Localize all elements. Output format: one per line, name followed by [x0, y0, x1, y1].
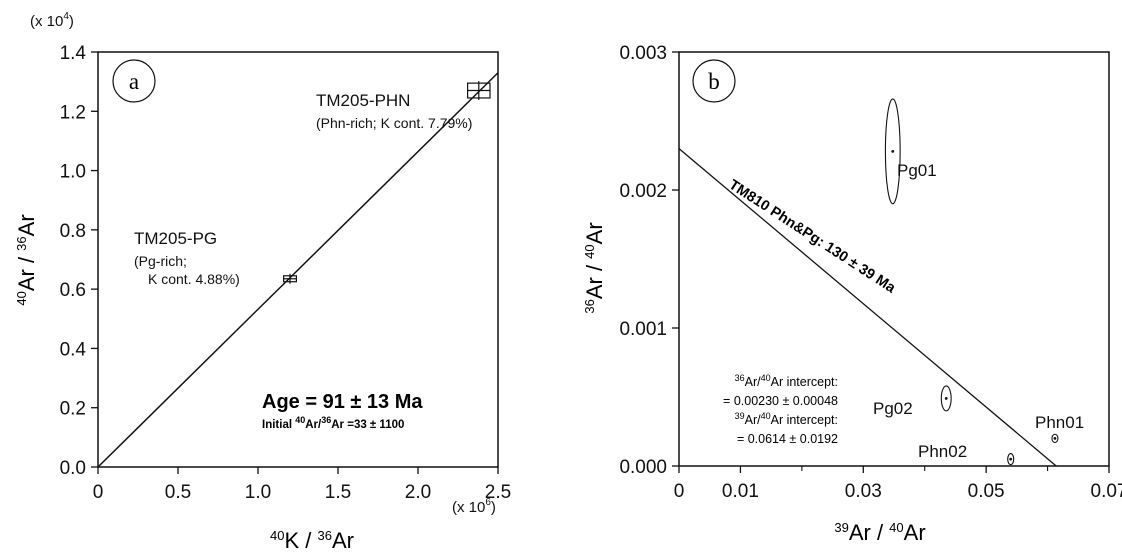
fit-line-label: TM810 Phn&Pg: 130 ± 39 Ma	[726, 177, 899, 297]
panel-a-y-multiplier: (x 104)	[30, 11, 74, 30]
x-tick-label: 0	[674, 481, 685, 502]
age-annotation: Age = 91 ± 13 Ma	[262, 391, 423, 413]
intercept-39-label: 39Ar/40Ar intercept:	[735, 411, 838, 427]
panel-a-badge-circle	[112, 59, 156, 103]
panel-a-points	[283, 81, 491, 284]
y-tick-label: 1.2	[60, 102, 86, 123]
error-ellipse	[884, 98, 901, 205]
y-tick-label: 0.2	[60, 399, 86, 420]
error-ellipse	[940, 385, 952, 412]
error-ellipse	[1051, 433, 1059, 444]
panel-a-x-multiplier: (x 106)	[452, 497, 496, 516]
panel-a-x-axis-label: 40K / 36Ar	[270, 528, 354, 553]
y-tick-label: 0.6	[60, 280, 86, 301]
point-sub1-tm205-pg: (Pg-rich;	[134, 253, 187, 269]
panel-a-x-ticks: 0 0.5 1.0 1.5 2.0 2.5	[93, 467, 511, 503]
y-tick-label: 0.003	[619, 43, 667, 64]
panel-b-points	[884, 98, 1059, 466]
panel-a: 0.0 0.2 0.4 0.6 0.8 1.0 1.2 1.4 0 0.5 1.0 1.5 2.0 2.…	[14, 11, 511, 553]
panel-b-fit-line	[678, 148, 1057, 467]
point-sub2-tm205-pg: K cont. 4.88%)	[148, 271, 240, 287]
panel-b: 0.000 0.001 0.002 0.003 0 0.01 0.03 0.05 0.07 3…	[582, 43, 1122, 545]
x-tick-label: 0.5	[165, 482, 191, 503]
panel-a-y-ticks: 0.0 0.2 0.4 0.6 0.8 1.0 1.2 1.4	[60, 43, 98, 479]
data-point	[283, 273, 298, 284]
intercept-39-value: = 0.0614 ± 0.0192	[737, 432, 838, 446]
panel-b-x-axis-label: 39Ar / 40Ar	[834, 520, 925, 545]
data-point-ellipse	[1051, 433, 1059, 444]
point-label-phn01: Phn01	[1035, 413, 1084, 432]
data-point	[467, 81, 491, 100]
x-tick-label: 1.5	[325, 482, 351, 503]
point-label-pg02: Pg02	[873, 399, 913, 418]
y-tick-label: 0.8	[60, 221, 86, 242]
panel-b-y-ticks: 0.000 0.001 0.002 0.003	[619, 43, 679, 478]
point-dot	[1009, 457, 1013, 461]
initial-ratio-annotation: Initial 40Ar/36Ar =33 ± 1100	[262, 415, 404, 431]
panel-b-x-ticks: 0 0.01 0.03 0.05 0.07	[674, 466, 1122, 502]
y-tick-label: 0.001	[619, 319, 667, 340]
x-tick-label: 0.05	[968, 481, 1005, 502]
x-tick-label: 0.07	[1091, 481, 1122, 502]
y-tick-label: 0.4	[60, 339, 87, 360]
y-tick-label: 1.0	[60, 162, 86, 183]
point-sub-tm205-phn: (Phn-rich; K cont. 7.79%)	[316, 115, 472, 131]
x-tick-label: 0.01	[722, 481, 759, 502]
x-tick-label: 0.03	[845, 481, 882, 502]
y-tick-label: 0.000	[619, 457, 667, 478]
panel-a-fit-line	[97, 72, 499, 468]
panel-a-y-axis-label: 40Ar / 36Ar	[14, 214, 39, 305]
error-ellipse	[1007, 453, 1015, 466]
intercept-36-value: = 0.00230 ± 0.00048	[723, 394, 838, 408]
x-tick-label: 2.0	[405, 482, 431, 503]
x-tick-label: 0	[93, 482, 104, 503]
intercept-36-label: 36Ar/40Ar intercept:	[735, 373, 838, 389]
panel-b-frame	[678, 51, 1110, 467]
point-label-pg01: Pg01	[897, 161, 937, 180]
point-dot	[944, 396, 948, 400]
point-dot	[891, 149, 895, 153]
panel-a-badge-letter: a	[129, 69, 139, 94]
y-tick-label: 0.002	[619, 181, 667, 202]
y-tick-label: 1.4	[60, 43, 87, 64]
data-point-ellipse	[1007, 453, 1015, 466]
point-dot	[1053, 437, 1057, 440]
panel-b-badge-letter: b	[708, 69, 720, 94]
data-point-ellipse	[884, 98, 901, 205]
panel-a-frame	[97, 51, 499, 468]
x-tick-label: 2.5	[485, 482, 511, 503]
data-point-ellipse	[940, 385, 952, 412]
panel-b-badge-circle	[692, 59, 736, 103]
x-tick-label: 1.0	[245, 482, 271, 503]
y-tick-label: 0.0	[60, 458, 86, 479]
point-label-tm205-pg: TM205-PG	[134, 229, 217, 248]
panel-b-y-axis-label: 36Ar / 40Ar	[582, 222, 607, 313]
point-label-phn02: Phn02	[918, 442, 967, 461]
point-label-tm205-phn: TM205-PHN	[316, 91, 410, 110]
